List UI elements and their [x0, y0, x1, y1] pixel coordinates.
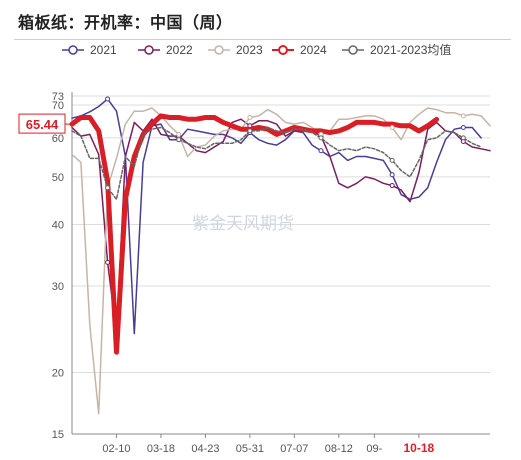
legend-label: 2024: [300, 43, 327, 57]
series-line-2021-2023均值: [71, 126, 482, 201]
legend-item-2022[interactable]: 2022: [138, 43, 193, 57]
series-point: [105, 259, 111, 265]
y-tick-label: 70: [52, 100, 64, 112]
y-tick-label: 73: [52, 91, 64, 103]
x-tick-label: 02-10: [102, 443, 130, 455]
legend-swatch-marker: [144, 45, 154, 55]
y-tick-label: 20: [52, 368, 64, 380]
series-point: [247, 115, 253, 121]
series-point: [389, 157, 395, 163]
series-point: [389, 124, 395, 130]
series-point: [176, 131, 182, 137]
legend-item-2021-2023均值[interactable]: 2021-2023均值: [342, 42, 451, 57]
legend-label: 2023: [236, 43, 263, 57]
legend-item-2023[interactable]: 2023: [208, 43, 263, 57]
legend-label: 2021: [90, 43, 117, 57]
legend-item-2021[interactable]: 2021: [62, 43, 117, 57]
y-tick-label: 30: [52, 281, 64, 293]
legend-swatch-marker: [348, 45, 358, 55]
legend-label: 2022: [166, 43, 193, 57]
last-value-label: 65.44: [26, 117, 59, 132]
y-tick-label: 40: [52, 219, 64, 231]
x-tick-label: 03-18: [147, 443, 175, 455]
series-point: [460, 135, 466, 141]
title-divider: [14, 39, 511, 40]
series-line-2023: [71, 107, 491, 415]
series-point: [247, 123, 253, 129]
series-lines: [69, 96, 491, 415]
series-point: [389, 183, 395, 189]
legend-swatch-marker: [278, 45, 288, 55]
legend: 2021 2022 2023 2024 2021-2023均值: [62, 42, 451, 57]
series-point: [460, 124, 466, 130]
gridlines: [72, 95, 490, 435]
series-point: [318, 148, 324, 154]
x-tick-label: 04-23: [191, 443, 219, 455]
chart-title: 箱板纸：开机率：中国（周）: [18, 13, 233, 32]
series-line-2021: [71, 98, 482, 335]
series-point: [389, 172, 395, 178]
legend-label: 2021-2023均值: [370, 42, 451, 57]
series-point: [176, 137, 182, 143]
legend-swatch-marker: [214, 45, 224, 55]
legend-swatch-marker: [68, 45, 78, 55]
x-tick-label: 07-07: [280, 443, 308, 455]
legend-item-2024[interactable]: 2024: [272, 43, 327, 57]
y-tick-label: 60: [52, 133, 64, 145]
series-point: [318, 135, 324, 141]
x-tick-label: 08-12: [325, 443, 353, 455]
series-point: [105, 96, 111, 102]
x-tick-label: 05-31: [236, 443, 264, 455]
series-point: [460, 113, 466, 119]
annotations: 65.44: [18, 113, 72, 134]
y-tick-label: 50: [52, 172, 64, 184]
x-tick-label-highlight: 10-18: [403, 441, 434, 455]
y-tick-label: 15: [52, 429, 64, 441]
series-point: [247, 128, 253, 134]
watermark: 紫金天风期货: [192, 214, 294, 234]
x-tick-label: 09-: [366, 443, 382, 455]
series-point: [105, 185, 111, 191]
